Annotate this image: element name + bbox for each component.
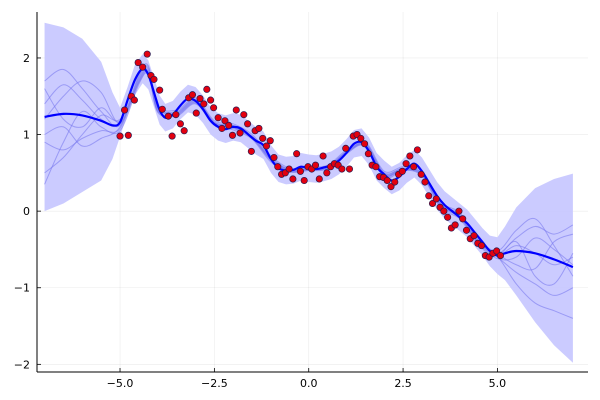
observation-point-60 [345,165,354,173]
observation-point-45 [289,175,297,183]
observation-point-89 [455,207,463,215]
observation-point-76 [406,152,414,160]
observation-point-34 [247,147,255,155]
observation-point-14 [172,111,180,119]
observation-point-27 [221,117,229,125]
observation-point-5 [134,59,142,67]
observation-point-41 [274,163,282,171]
observation-point-13 [168,132,176,140]
observation-point-4 [130,96,138,104]
observation-point-16 [180,127,188,135]
x-tick-label-4: 5.0 [489,377,507,390]
x-tick-label-2: 0.0 [300,377,318,390]
observation-point-15 [176,120,184,128]
observation-point-63 [357,134,365,142]
observation-point-67 [372,163,380,171]
observation-point-33 [244,120,252,128]
y-tick-label-2: 0 [23,205,30,218]
observation-point-78 [413,146,421,154]
observation-point-54 [323,169,331,177]
y-tick-label-3: 1 [23,129,30,142]
observation-point-28 [225,121,233,129]
observation-point-7 [143,50,151,58]
observation-point-80 [421,178,429,186]
observation-point-46 [293,150,301,158]
x-tick-label-3: 2.5 [394,377,412,390]
observation-point-22 [203,85,211,93]
y-tick-label-4: 2 [23,52,30,65]
observation-point-71 [387,183,395,191]
observation-point-74 [398,167,406,175]
observation-point-59 [342,144,350,152]
observation-point-81 [425,192,433,200]
observation-point-39 [266,137,274,145]
observation-point-52 [315,175,323,183]
x-tick-label-0: −5.0 [107,377,134,390]
observation-point-100 [496,252,504,260]
observation-point-44 [285,165,293,173]
confidence-band [44,22,573,363]
observation-point-24 [210,104,218,112]
observation-point-90 [459,215,467,223]
observation-point-65 [364,150,372,158]
observation-point-79 [417,170,425,178]
observation-point-75 [402,160,410,168]
observation-point-19 [192,109,200,117]
observation-point-10 [156,86,164,94]
y-tick-label-1: −1 [14,282,30,295]
observation-points-layer [116,50,504,261]
observation-point-0 [116,132,124,140]
observation-point-51 [311,161,320,169]
observation-point-58 [338,165,346,173]
observation-point-70 [383,176,391,185]
observation-point-29 [228,131,237,139]
observation-point-53 [319,152,327,160]
observation-point-12 [164,112,172,120]
observation-point-30 [232,106,240,114]
observation-point-48 [300,176,308,185]
observation-point-91 [462,226,471,234]
observation-point-23 [207,96,215,104]
observation-point-85 [440,207,448,215]
observation-point-95 [478,242,486,250]
observation-point-21 [200,100,208,108]
observation-point-99 [493,247,501,255]
observation-point-88 [451,221,459,229]
tick-labels: −5.0 −2.5 0.0 2.5 5.0 −2 −1 0 1 2 [14,52,506,390]
observation-point-93 [470,232,478,240]
observation-point-40 [270,153,278,162]
observation-point-18 [188,91,197,99]
observation-point-82 [428,199,437,208]
observation-point-26 [218,124,226,132]
observation-point-2 [124,131,132,139]
observation-point-1 [121,106,129,114]
observation-point-9 [150,75,158,83]
observation-point-6 [139,63,147,71]
observation-point-72 [391,178,399,186]
observation-point-20 [196,95,204,103]
observation-point-47 [296,167,304,175]
observation-point-38 [262,142,271,150]
observation-point-11 [158,105,166,113]
observation-point-32 [240,111,248,119]
observation-point-36 [255,124,263,132]
observation-point-86 [444,213,452,221]
axes [36,12,588,373]
observation-point-31 [236,129,244,137]
observation-point-83 [432,195,440,203]
y-tick-label-0: −2 [14,358,30,371]
observation-point-77 [410,163,418,171]
observation-point-25 [214,114,222,122]
observation-point-37 [259,134,267,142]
observation-point-64 [361,140,369,148]
confidence-band-layer [44,22,573,363]
x-tick-label-1: −2.5 [201,377,228,390]
